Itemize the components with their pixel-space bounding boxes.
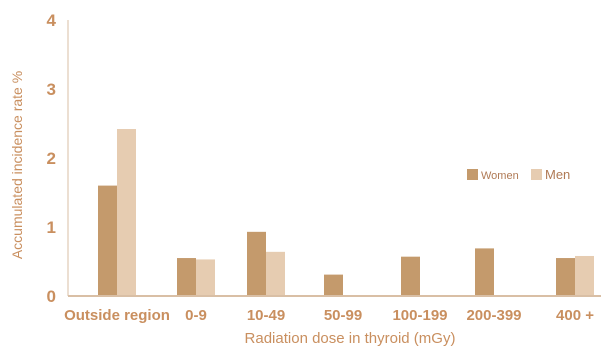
x-tick-labels: Outside region 0-9 10-49 50-99 100-199 200-39… [64, 307, 594, 324]
legend-swatch-women [467, 169, 478, 180]
y-tick-label-0: 0 [47, 287, 56, 306]
bar-women-0 [98, 185, 117, 296]
bar-women-4 [401, 256, 420, 296]
y-tick-label-2: 2 [47, 149, 56, 168]
y-axis-title: Accumulated incidence rate % [9, 71, 25, 259]
bar-women-3 [324, 274, 343, 296]
bar-women-1 [177, 258, 196, 296]
y-tick-label-1: 1 [47, 218, 56, 237]
y-tick-label-4: 4 [47, 11, 57, 30]
y-tick-label-3: 3 [47, 80, 56, 99]
legend-swatch-men [531, 169, 542, 180]
bar-men-1 [196, 259, 215, 296]
x-axis-title: Radiation dose in thyroid (mGy) [245, 330, 456, 347]
x-tick-label-2: 10-49 [247, 307, 285, 324]
legend-label-women: Women [481, 170, 519, 182]
x-tick-label-3: 50-99 [324, 307, 362, 324]
x-tick-label-4: 100-199 [392, 307, 447, 324]
legend: Women Men [467, 167, 570, 182]
bar-men-2 [266, 251, 285, 296]
x-tick-label-6: 400 + [556, 307, 594, 324]
x-tick-label-0: Outside region [64, 307, 170, 324]
bar-men-6 [575, 255, 594, 296]
y-tick-labels: 0 1 2 3 4 [47, 11, 57, 306]
x-tick-label-5: 200-399 [466, 307, 521, 324]
bars-layer [98, 129, 594, 296]
bar-men-0 [117, 129, 136, 296]
bar-women-6 [556, 258, 575, 296]
bar-women-2 [247, 231, 266, 296]
legend-label-men: Men [545, 167, 570, 182]
bar-women-5 [475, 248, 494, 296]
x-tick-label-1: 0-9 [185, 307, 207, 324]
